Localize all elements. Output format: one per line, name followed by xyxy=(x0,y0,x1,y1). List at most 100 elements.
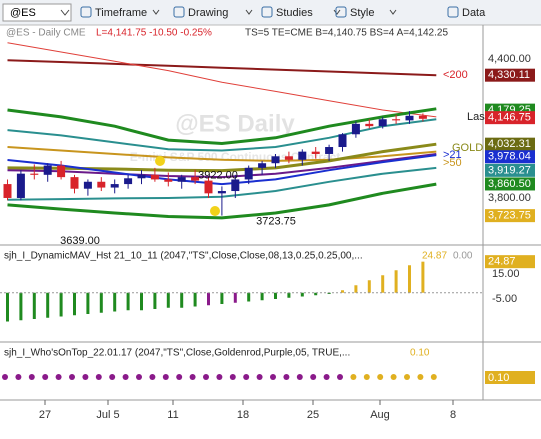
histogram-bar xyxy=(247,292,251,302)
trend-dot xyxy=(149,374,156,380)
candle-body xyxy=(137,174,146,179)
toolbar-button[interactable]: Studies xyxy=(276,7,313,19)
osc-box-label: 24.87 xyxy=(488,256,516,268)
candle-body xyxy=(177,177,186,182)
panel-title: sjh_I_DynamicMAV_Hst 21_10_11 (2047,"TS"… xyxy=(4,251,363,262)
trend-dot xyxy=(296,374,303,380)
toolbar-button[interactable]: Data xyxy=(462,7,486,19)
trend-dot xyxy=(216,374,223,380)
toolbar-icon[interactable] xyxy=(173,6,185,18)
histogram-bar xyxy=(260,292,264,301)
candle-body xyxy=(57,165,66,178)
candle-body xyxy=(231,179,240,192)
candle-body xyxy=(70,177,79,189)
line-tag: >21 xyxy=(443,149,462,161)
price-label: 3,978.04 xyxy=(488,151,531,163)
watermark: @ES Daily xyxy=(175,110,295,137)
toolbar-button[interactable]: Drawing xyxy=(188,7,228,19)
histogram-bar xyxy=(327,292,331,294)
trend-dot xyxy=(256,374,263,380)
candle-body xyxy=(83,181,92,189)
osc-box xyxy=(485,255,535,269)
histogram-bar xyxy=(354,285,358,293)
trend-dot xyxy=(404,374,410,380)
indicator-line xyxy=(7,42,437,118)
toolbar-button[interactable]: Timeframe xyxy=(95,7,147,19)
histogram-bar xyxy=(46,292,50,318)
trend-dot xyxy=(136,374,142,380)
candle-body xyxy=(16,173,25,198)
histogram-bar xyxy=(32,292,36,319)
indicator-line xyxy=(7,146,437,162)
price-label: 4,330.11 xyxy=(488,69,530,81)
indicator-line xyxy=(7,118,437,152)
trend-dot xyxy=(162,374,169,380)
price-label: 4,146.75 xyxy=(488,112,531,124)
trend-dot xyxy=(15,374,22,380)
trend-dot xyxy=(337,374,343,380)
trend-dot xyxy=(122,374,129,380)
trend-dot xyxy=(229,374,236,380)
line-tag: Las xyxy=(467,111,485,123)
toolbar-icon[interactable] xyxy=(261,6,273,18)
candle-body xyxy=(298,151,307,160)
header-symbol: @ES - Daily CME xyxy=(6,28,86,39)
osc-box-label: 0.10 xyxy=(488,372,509,384)
x-tick-label: 27 xyxy=(39,409,51,421)
dropdown-arrow xyxy=(152,9,160,15)
toolbar-button[interactable]: Style xyxy=(350,7,374,19)
histogram-bar xyxy=(6,292,9,322)
trend-dot xyxy=(28,374,35,380)
histogram-bar xyxy=(421,261,425,293)
toolbar-icon[interactable] xyxy=(335,6,347,18)
panel-value: 0.00 xyxy=(453,251,473,262)
line-tag: GOLD xyxy=(452,142,483,154)
indicator-line xyxy=(7,107,437,146)
price-box xyxy=(485,137,535,151)
symbol-box[interactable] xyxy=(2,3,72,22)
histogram-bar xyxy=(287,292,291,298)
trend-dot xyxy=(350,374,357,380)
toolbar-icon[interactable] xyxy=(447,6,459,18)
histogram-bar xyxy=(180,292,184,308)
trend-dot xyxy=(377,374,384,380)
candle-body xyxy=(191,177,200,181)
candle-body xyxy=(284,156,293,160)
trend-dot xyxy=(363,374,370,380)
candle-body xyxy=(204,180,213,194)
trend-dot xyxy=(176,374,183,380)
line-tag: >50 xyxy=(443,157,462,169)
candle-body xyxy=(325,147,334,154)
candle-body xyxy=(378,119,387,127)
histogram-bar xyxy=(233,292,237,303)
histogram-bar xyxy=(73,292,76,316)
indicator-line xyxy=(7,182,437,220)
osc-tick-label: -5.00 xyxy=(492,293,517,305)
histogram-bar xyxy=(140,292,143,311)
plot: Timeframe Drawing Studies Style Data @ES Dail… xyxy=(0,6,535,421)
trend-dot xyxy=(189,374,196,380)
histogram-bar xyxy=(341,290,344,293)
price-box xyxy=(485,68,535,82)
histogram-bar xyxy=(59,292,63,317)
line-tag: <200 xyxy=(443,69,468,81)
x-tick-label: 8 xyxy=(450,409,456,421)
price-label: 3,860.50 xyxy=(488,178,531,190)
indicator-line xyxy=(7,154,437,186)
histogram-bar xyxy=(207,292,210,306)
price-box xyxy=(485,111,535,125)
trend-dot xyxy=(82,374,89,380)
candle-body xyxy=(351,123,360,135)
symbol[interactable]: @ES xyxy=(10,7,36,19)
candle-body xyxy=(217,191,226,194)
candle-body xyxy=(405,115,414,121)
histogram-bar xyxy=(113,292,117,312)
header-last: L=4,141.75 -10.50 -0.25% xyxy=(96,28,212,39)
histogram-bar xyxy=(381,275,385,293)
candle-body xyxy=(392,119,401,121)
toolbar-icon[interactable] xyxy=(80,6,92,18)
trend-dot xyxy=(390,374,397,380)
candle-body xyxy=(150,174,159,180)
histogram-bar xyxy=(126,292,130,311)
